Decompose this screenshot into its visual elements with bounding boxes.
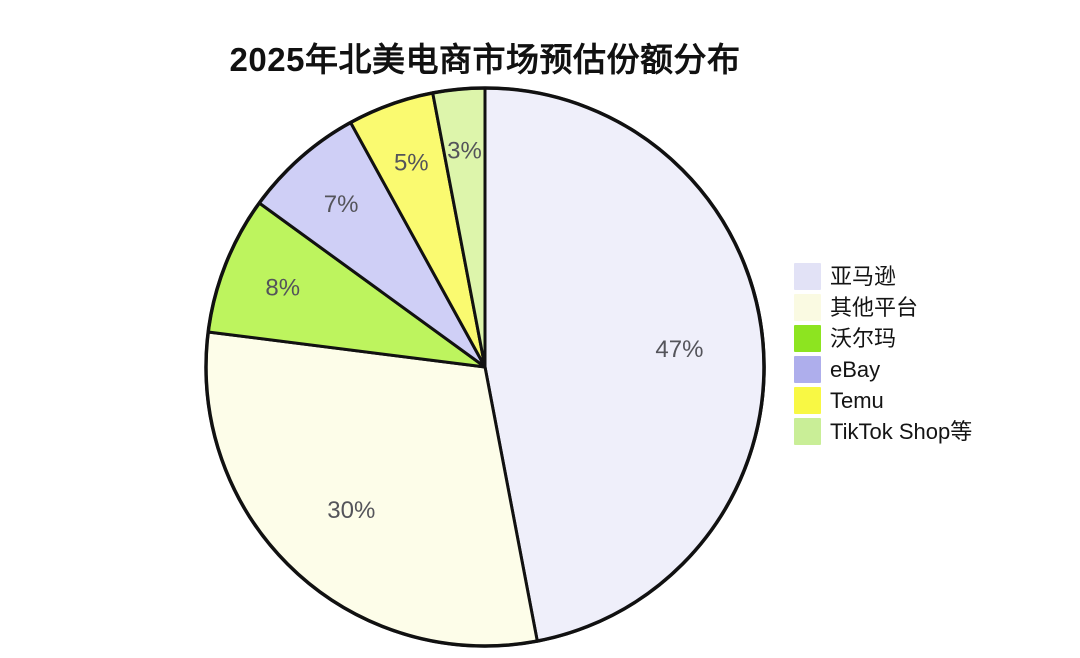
legend-label-tiktok-shop: TikTok Shop等 xyxy=(830,419,973,444)
pct-label-temu: 5% xyxy=(394,150,429,177)
legend-item-ebay: eBay xyxy=(794,356,972,383)
legend-swatch-ebay xyxy=(794,356,821,383)
pie-slices xyxy=(204,86,766,648)
legend-item-walmart: 沃尔玛 xyxy=(794,325,972,352)
legend-item-amazon: 亚马逊 xyxy=(794,263,972,290)
pie-outline xyxy=(204,86,766,648)
pct-label-other-platforms: 30% xyxy=(327,497,375,524)
legend-label-walmart: 沃尔玛 xyxy=(830,326,897,351)
legend: 亚马逊其他平台沃尔玛 eBay Temu TikTok Shop等 xyxy=(794,263,972,445)
chart-title: 2025年北美电商市场预估份额分布 xyxy=(229,41,741,78)
legend-swatch-other-platforms xyxy=(794,294,821,321)
pie-slice-amazon xyxy=(483,86,766,643)
legend-label-other-platforms: 其他平台 xyxy=(830,295,919,320)
legend-swatch-amazon xyxy=(794,263,821,290)
legend-swatch-temu xyxy=(794,387,821,414)
pie-percentage-labels: 47% 30% 8% 7% 5% 3% xyxy=(265,138,703,524)
legend-label-amazon: 亚马逊 xyxy=(830,264,897,289)
pct-label-amazon: 47% xyxy=(655,336,703,363)
pct-label-ebay: 7% xyxy=(324,191,359,218)
legend-item-temu: Temu xyxy=(794,387,972,414)
pct-label-walmart: 8% xyxy=(265,274,300,301)
legend-swatch-walmart xyxy=(794,325,821,352)
legend-swatch-tiktok-shop xyxy=(794,418,821,445)
legend-item-tiktok-shop: TikTok Shop等 xyxy=(794,418,972,445)
pie-slice-other-platforms xyxy=(204,330,539,648)
pct-label-tiktok-shop: 3% xyxy=(447,138,482,165)
legend-item-other-platforms: 其他平台 xyxy=(794,294,972,321)
legend-label-ebay: eBay xyxy=(830,357,881,382)
legend-label-temu: Temu xyxy=(830,388,884,413)
